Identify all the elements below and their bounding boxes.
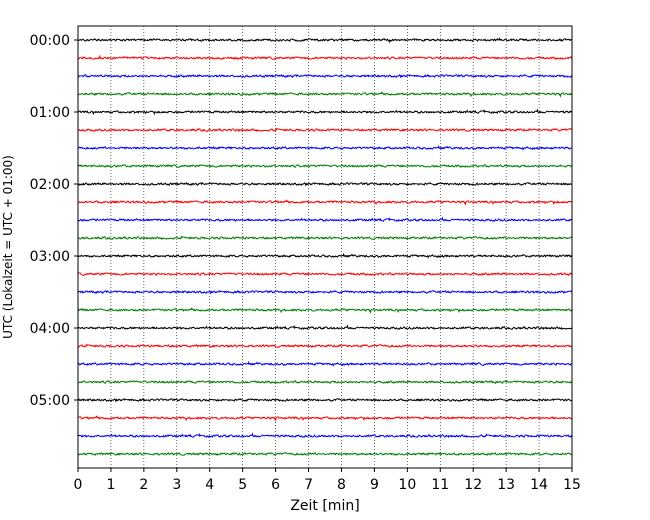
seismic-trace	[77, 235, 573, 241]
x-tick-label: 14	[530, 477, 548, 493]
y-tick-label: 04:00	[30, 321, 70, 337]
plot-frame	[77, 25, 573, 469]
seismic-trace	[77, 54, 573, 60]
seismic-trace	[77, 91, 573, 98]
x-tick-label: 1	[106, 477, 115, 493]
x-tick-label: 8	[337, 477, 346, 493]
seismic-trace	[77, 272, 573, 277]
seismic-trace	[77, 379, 573, 385]
x-tick-label: 9	[370, 477, 379, 493]
x-tick-label: 13	[497, 477, 515, 493]
seismic-trace	[77, 216, 573, 222]
seismic-trace	[77, 199, 573, 206]
seismic-trace	[78, 252, 573, 259]
seismic-trace	[77, 144, 573, 151]
seismic-trace	[77, 307, 573, 314]
y-tick-label: 00:00	[30, 33, 70, 49]
seismic-trace	[77, 108, 573, 116]
y-tick-label: 05:00	[30, 393, 70, 409]
seismic-trace	[77, 289, 573, 295]
y-tick-label: 03:00	[30, 249, 70, 265]
y-axis-title: UTC (Lokalzeit = UTC + 01:00)	[1, 155, 15, 339]
x-tick-label: 12	[464, 477, 482, 493]
x-tick-label: 5	[238, 477, 247, 493]
seismic-trace	[77, 37, 573, 44]
x-tick-label: 7	[304, 477, 313, 493]
x-tick-label: 15	[563, 477, 581, 493]
seismic-trace	[77, 415, 573, 422]
x-tick-label: 3	[172, 477, 181, 493]
seismic-trace	[77, 451, 573, 456]
seismic-trace	[77, 398, 573, 403]
seismic-trace	[77, 360, 573, 367]
seismic-trace	[77, 127, 573, 133]
x-tick-label: 4	[205, 477, 214, 493]
seismic-traces	[77, 37, 573, 456]
seismic-trace	[77, 343, 573, 348]
x-tick-label: 6	[271, 477, 280, 493]
x-tick-label: 10	[398, 477, 416, 493]
seismic-trace	[77, 164, 573, 168]
y-tick-label: 02:00	[30, 177, 70, 193]
seismic-trace	[77, 432, 573, 439]
x-tick-label: 11	[431, 477, 449, 493]
y-axis-ticks: 00:00 01:00 02:00 03:00 04:00 05:00	[30, 33, 78, 409]
x-axis-title: Zeit [min]	[290, 498, 359, 514]
seismic-trace	[77, 73, 573, 79]
x-axis-ticks: 0 1 2 3 4 5 6 7 8 9 10 11 12 13 14 15	[74, 468, 581, 493]
x-tick-label: 0	[74, 477, 83, 493]
y-tick-label: 01:00	[30, 105, 70, 121]
x-tick-label: 2	[139, 477, 148, 493]
seismic-trace	[77, 181, 573, 187]
seismic-trace	[77, 324, 573, 331]
